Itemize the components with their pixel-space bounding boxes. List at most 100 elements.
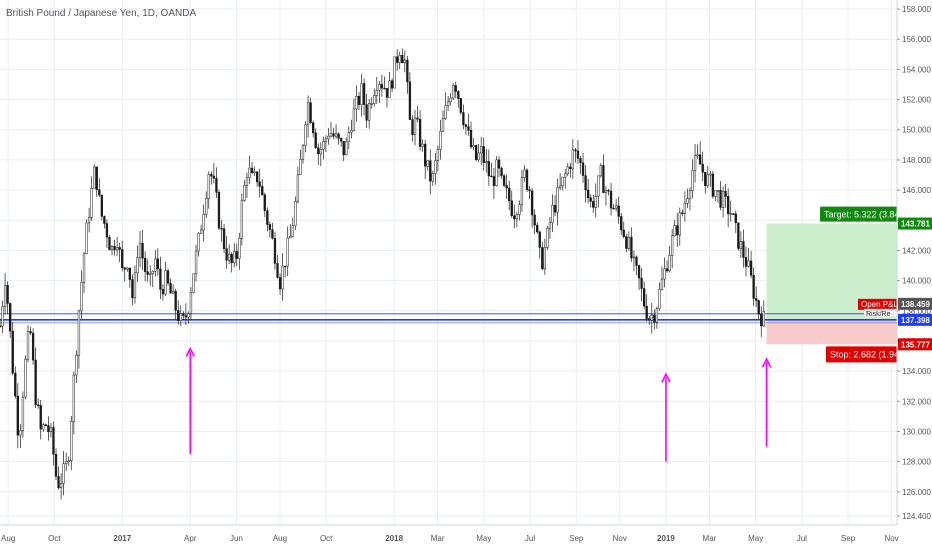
candle-body (171, 290, 175, 294)
candle-body (487, 161, 490, 177)
candle-body (225, 248, 228, 261)
price-axis[interactable]: 124.400 126.000 128.000 130.000 132.000 134.0… (896, 0, 932, 550)
candle-body (467, 126, 470, 131)
candle-body (653, 314, 656, 323)
candle-body (406, 59, 409, 83)
candle-body (286, 237, 289, 267)
stop-zone (766, 319, 897, 345)
candle-body (324, 138, 328, 142)
x-tick-label: Sep (569, 534, 584, 543)
y-tick-label: 158.000 (902, 5, 931, 14)
candle-body (217, 192, 221, 229)
candle-body (138, 242, 142, 258)
candle-body (673, 225, 676, 237)
candle-body (187, 313, 190, 318)
candle-body (645, 305, 648, 319)
open-pl-label: Open P&L: (861, 300, 900, 309)
candle-body (312, 122, 315, 134)
candle-body (581, 162, 585, 176)
candle-body (699, 154, 702, 165)
candle-body (757, 300, 760, 315)
candle-body (199, 229, 203, 234)
candle-body (701, 163, 704, 173)
candle-body (143, 257, 147, 272)
candle-body (497, 159, 501, 169)
candle-body (592, 201, 595, 208)
candle-body (24, 358, 27, 398)
x-tick-label: Jul (525, 534, 535, 543)
y-tick-label: 142.000 (902, 246, 931, 255)
y-tick-label: 140.000 (902, 277, 931, 286)
y-tick-label: 152.000 (902, 96, 931, 105)
candle-body (416, 117, 419, 120)
candle-body (0, 325, 2, 328)
candle-body (31, 332, 35, 361)
candle-body (133, 272, 137, 299)
candle-body (368, 103, 371, 121)
price-badge-box (898, 297, 932, 310)
time-axis-background (0, 525, 932, 550)
candle-body (375, 89, 378, 96)
candle-body (322, 141, 325, 150)
y-tick-label: 134.000 (902, 367, 931, 376)
candle-body (253, 171, 256, 174)
candle-body (169, 282, 172, 294)
x-tick-label: Nov (613, 534, 627, 543)
candle-body (446, 101, 450, 107)
candle-body (650, 314, 653, 321)
candle-body (29, 331, 32, 334)
candle-body (9, 303, 12, 332)
x-tick-label: 2019 (657, 534, 675, 543)
candle-body (98, 189, 101, 196)
candle-body (388, 80, 391, 98)
x-tick-label: Jul (797, 534, 807, 543)
price-axis-background (897, 0, 932, 550)
candle-body (11, 330, 14, 374)
candle-body (523, 169, 526, 178)
candle-body (490, 175, 493, 178)
candle-body (398, 54, 401, 63)
candle-body (194, 250, 198, 275)
candle-body (332, 133, 335, 137)
candle-body (284, 265, 287, 268)
candle-body (727, 196, 730, 214)
risk-reward-label: Risk/Re (866, 311, 891, 318)
arrows (185, 346, 772, 462)
candle-body (632, 256, 636, 259)
candle-body (390, 80, 394, 89)
candle-body (403, 59, 406, 64)
candle-body (281, 265, 284, 290)
x-tick-label: 2018 (385, 534, 403, 543)
candle-body (480, 146, 483, 154)
position-zones (766, 223, 897, 345)
candle-body (609, 190, 613, 209)
candle-body (732, 213, 735, 215)
candle-body (696, 154, 699, 157)
candle-body (380, 84, 384, 89)
candle-body (327, 135, 330, 140)
candle-body (131, 279, 134, 299)
target-label: Target: 5.322 (3.84% (824, 210, 908, 220)
candle-body (110, 245, 114, 251)
candle-body (268, 224, 272, 230)
candle-body (729, 213, 732, 215)
y-tick-label: 156.000 (902, 35, 931, 44)
candle-body (54, 454, 58, 477)
candle-body (164, 270, 167, 295)
candle-body (716, 189, 720, 192)
candle-body (44, 424, 47, 427)
candle-body (564, 173, 567, 178)
candle-body (418, 119, 422, 147)
candle-body (235, 251, 238, 259)
candle-body (352, 108, 356, 131)
candle-body (660, 278, 664, 290)
price-badge-label: 143.781 (901, 220, 930, 229)
candle-body (205, 198, 208, 215)
candle-body (42, 424, 45, 430)
candle-body (227, 253, 231, 261)
candle-body (612, 207, 615, 210)
candle-body (319, 149, 322, 155)
candle-body (340, 138, 343, 142)
time-axis[interactable]: Aug Oct 2017 Apr Jun Aug Oct 2018 Mar May Jul Sep No… (0, 524, 932, 550)
